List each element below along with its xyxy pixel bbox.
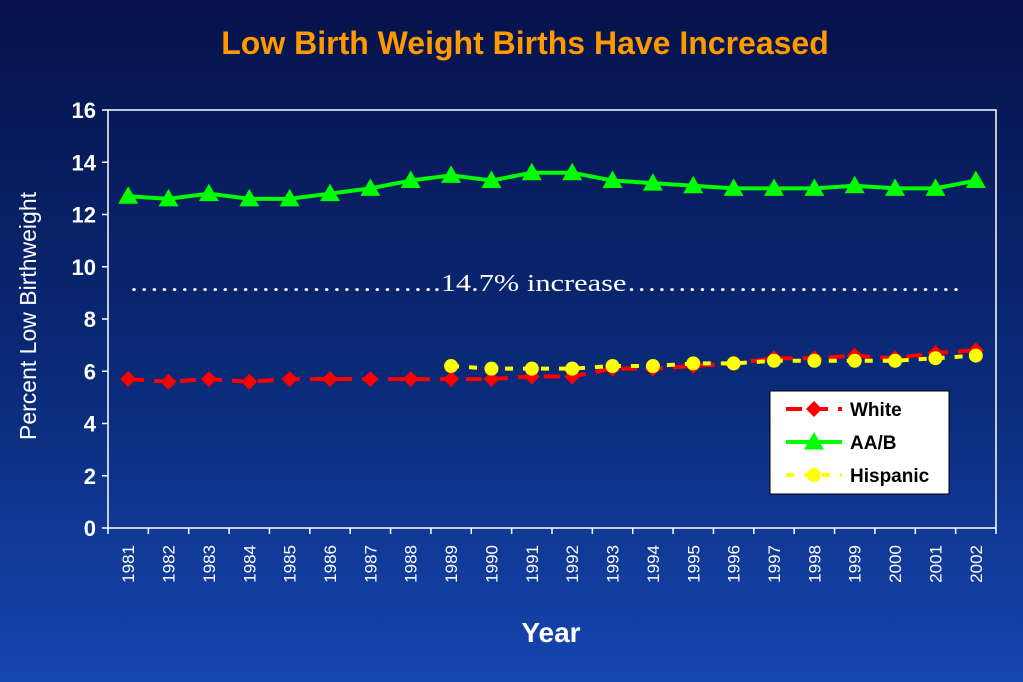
chart-title: Low Birth Weight Births Have Increased	[221, 25, 829, 61]
legend-marker-hispanic	[807, 468, 821, 482]
x-tick-label: 1982	[160, 545, 179, 583]
data-point-aa-b	[239, 188, 260, 207]
y-tick-label: 14	[72, 150, 97, 175]
y-tick-label: 6	[84, 359, 96, 384]
data-point-hispanic	[888, 353, 903, 368]
series-line-aa-b	[128, 170, 977, 201]
data-point-aa-b	[723, 178, 744, 196]
data-point-aa-b	[844, 175, 865, 194]
data-point-aa-b	[602, 170, 623, 189]
x-tick-label: 1992	[563, 545, 582, 583]
data-point-white	[402, 371, 419, 388]
data-point-aa-b	[885, 178, 906, 196]
x-tick-label: 1996	[725, 545, 744, 583]
y-axis-title: Percent Low Birthweight	[15, 191, 41, 440]
data-point-white	[160, 373, 177, 390]
x-tick-label: 2002	[967, 545, 986, 583]
legend-label-aa-b: AA/B	[850, 433, 896, 454]
legend: White AA/B Hispanic	[769, 390, 950, 495]
x-tick-label: 1986	[321, 545, 340, 583]
x-tick-label: 1990	[482, 545, 501, 583]
data-point-white	[443, 371, 460, 388]
data-point-hispanic	[484, 361, 499, 376]
data-point-aa-b	[764, 178, 784, 196]
x-axis-title: Year	[521, 617, 580, 648]
series-aa-b	[118, 162, 986, 207]
x-tick-label: 1993	[604, 545, 623, 583]
data-point-aa-b	[320, 183, 340, 202]
x-tick-label: 1991	[523, 545, 542, 583]
series-line-white	[128, 348, 976, 384]
data-point-aa-b	[804, 178, 825, 196]
data-point-aa-b	[562, 162, 583, 181]
series-hispanic	[444, 348, 983, 376]
x-tick-label: 1994	[644, 545, 663, 583]
y-tick-label: 2	[84, 464, 96, 489]
y-tick-label: 16	[72, 98, 96, 123]
legend-marker-white	[806, 401, 822, 417]
y-tick-label: 4	[84, 412, 97, 437]
data-point-white	[322, 371, 338, 388]
increase-annotation: ………………………….14.7% increase……………………………	[129, 271, 961, 297]
data-point-aa-b	[360, 178, 381, 196]
y-tick-label: 0	[84, 516, 96, 541]
data-point-white	[241, 373, 258, 390]
data-point-hispanic	[444, 359, 459, 374]
x-tick-label: 1981	[119, 545, 138, 583]
data-point-hispanic	[645, 359, 660, 374]
data-point-hispanic	[686, 356, 701, 371]
data-point-aa-b	[925, 178, 946, 196]
data-point-aa-b	[642, 173, 663, 191]
y-axis: 0 2 4 6 8 10 12 14 16	[72, 98, 108, 541]
x-tick-label: 1988	[402, 545, 421, 583]
x-tick-label: 1995	[684, 545, 703, 583]
data-point-white	[120, 371, 137, 388]
y-tick-label: 10	[72, 255, 96, 280]
y-tick-label: 12	[72, 203, 96, 228]
data-point-aa-b	[158, 188, 179, 207]
x-tick-label: 1997	[765, 545, 784, 583]
y-tick-label: 8	[84, 307, 96, 332]
data-point-hispanic	[524, 361, 539, 376]
data-point-hispanic	[605, 359, 620, 374]
x-tick-label: 1989	[442, 545, 461, 583]
legend-marker-aa-b	[804, 432, 824, 450]
data-point-white	[200, 371, 217, 388]
data-point-aa-b	[481, 170, 502, 189]
x-tick-label: 2000	[886, 545, 905, 583]
legend-label-white: White	[850, 400, 902, 421]
data-point-aa-b	[965, 170, 986, 189]
data-point-aa-b	[683, 175, 704, 194]
data-point-hispanic	[928, 351, 943, 366]
data-point-hispanic	[726, 356, 741, 371]
data-point-aa-b	[198, 183, 219, 202]
legend-label-hispanic: Hispanic	[850, 466, 930, 487]
data-point-white	[362, 371, 379, 388]
series-layer	[118, 162, 986, 390]
x-tick-label: 1983	[200, 545, 219, 583]
x-tick-label: 1985	[281, 545, 300, 583]
x-tick-label: 2001	[926, 545, 945, 583]
data-point-hispanic	[968, 348, 983, 363]
data-point-hispanic	[565, 361, 580, 376]
data-point-hispanic	[847, 353, 862, 368]
data-point-aa-b	[521, 162, 542, 181]
data-point-aa-b	[441, 165, 462, 183]
x-tick-label: 1998	[805, 545, 824, 583]
data-point-white	[483, 371, 500, 388]
data-point-aa-b	[279, 188, 300, 207]
x-tick-label: 1984	[240, 545, 259, 583]
data-point-aa-b	[118, 186, 139, 204]
legend-entries: White AA/B Hispanic	[786, 400, 930, 487]
x-tick-label: 1987	[361, 545, 380, 583]
x-tick-label: 1999	[846, 545, 865, 583]
data-point-white	[281, 371, 298, 388]
data-point-hispanic	[767, 353, 781, 368]
x-axis: 1981 1982 1983 1984 1985 1986 1987 1988 1989 1990…	[107, 528, 997, 583]
data-point-aa-b	[400, 170, 421, 189]
data-point-hispanic	[807, 353, 822, 368]
